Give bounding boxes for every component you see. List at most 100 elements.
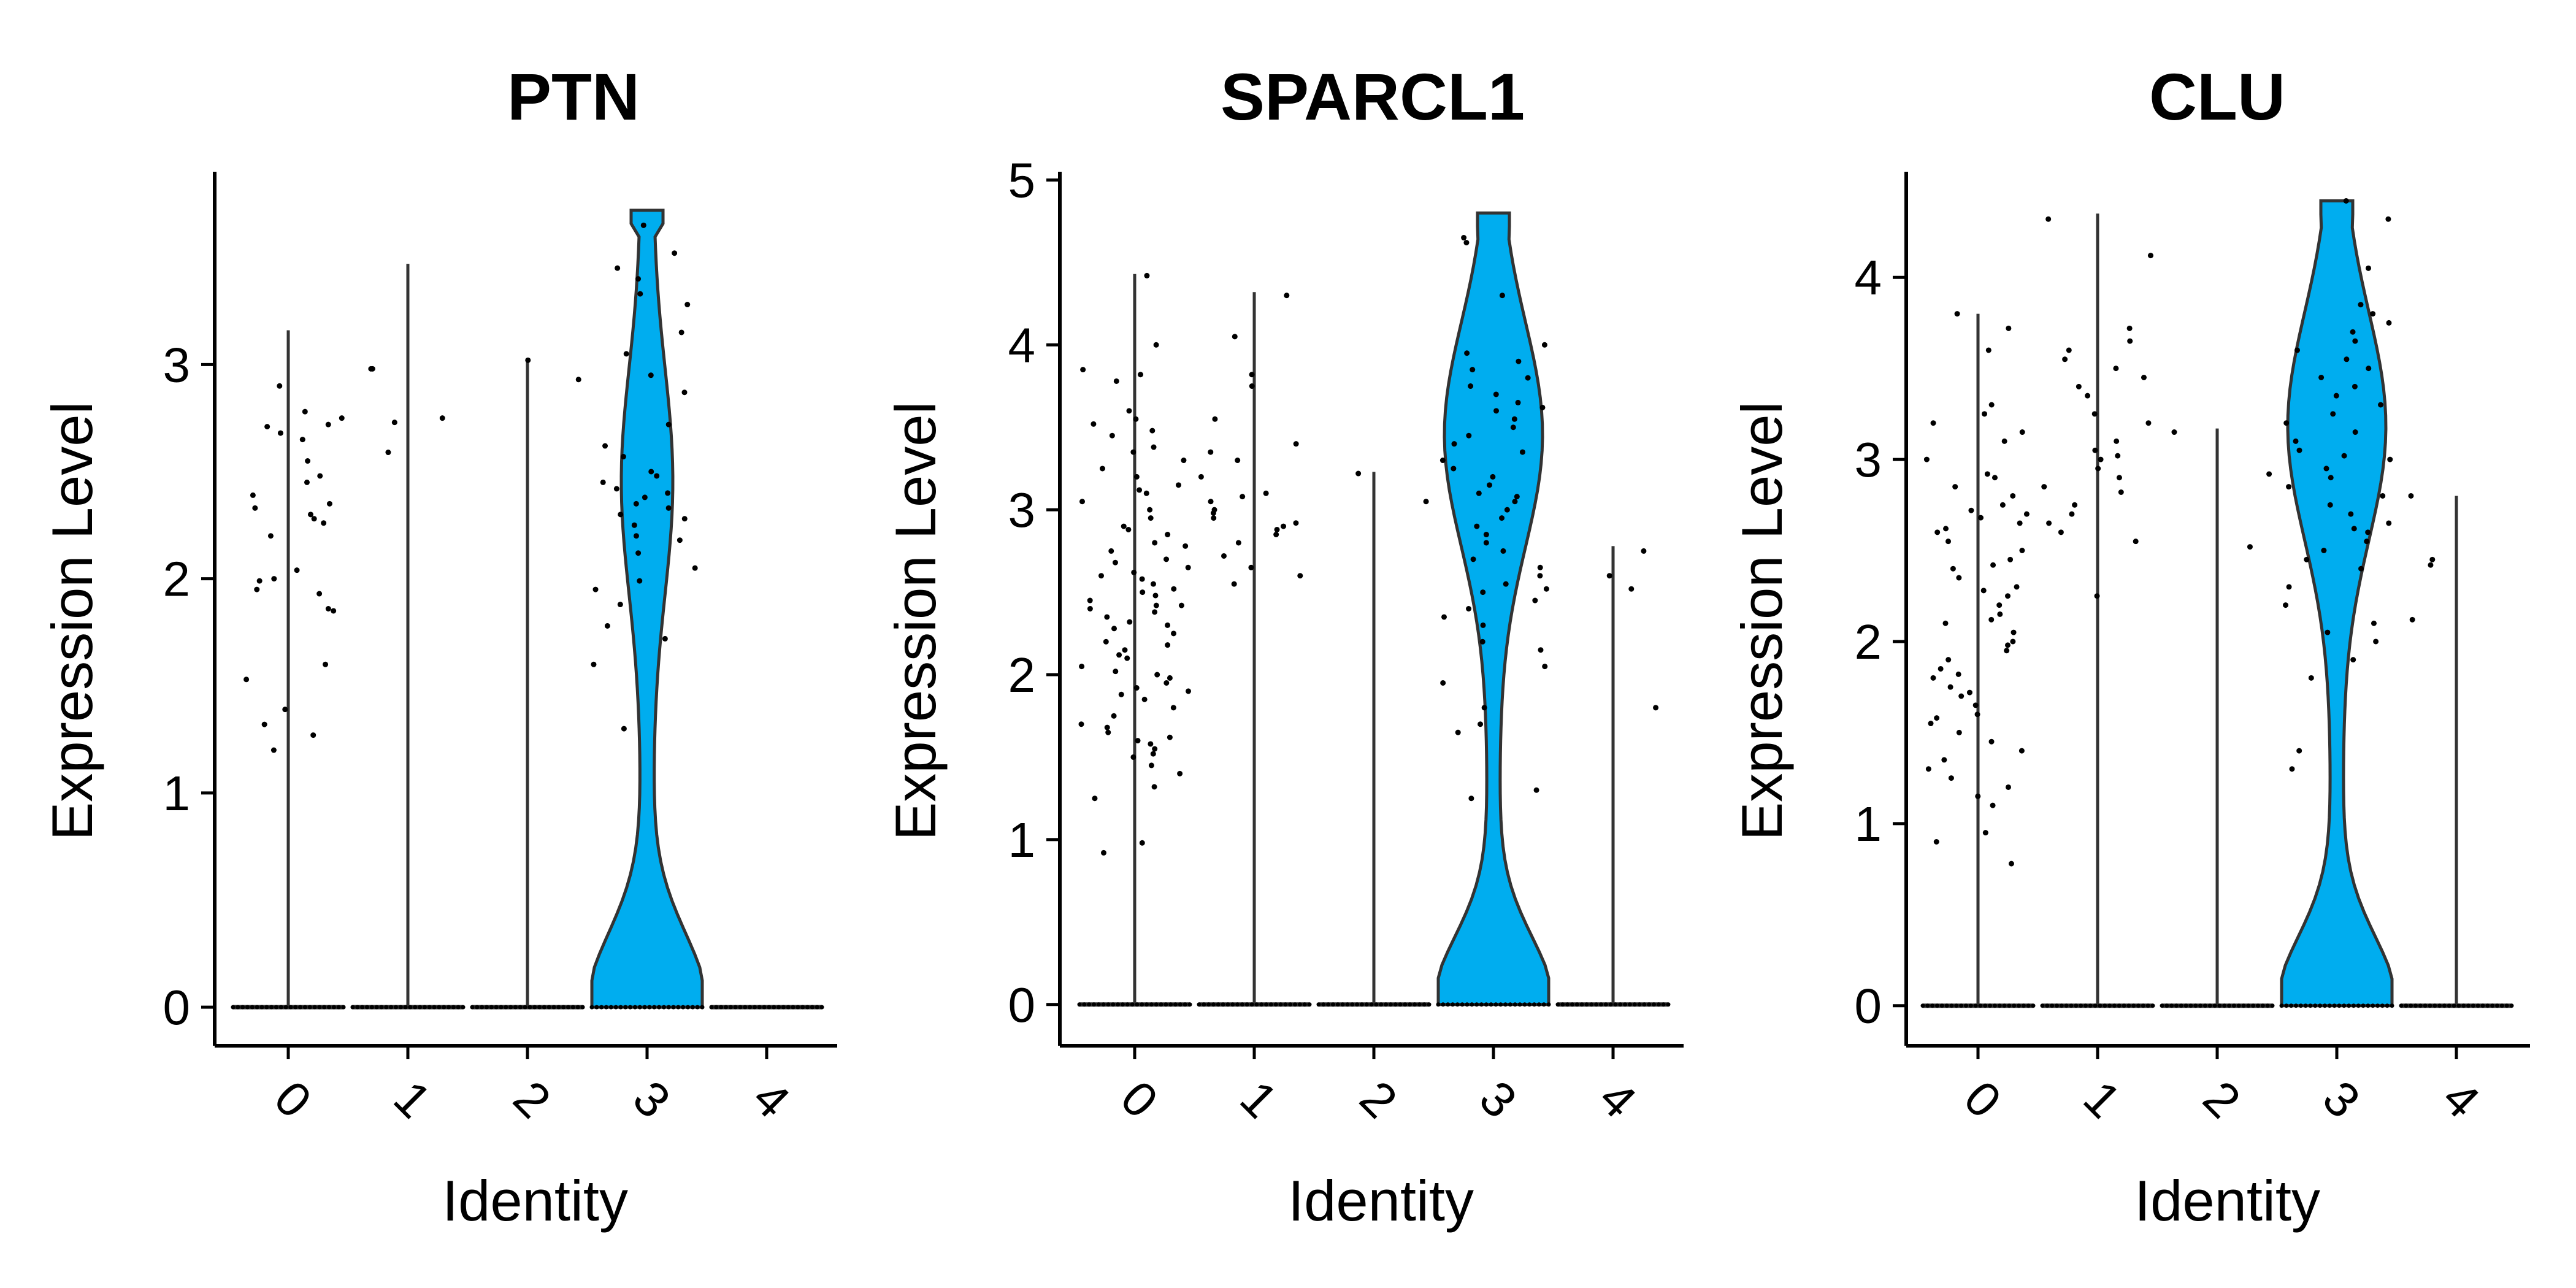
data-point (389, 1005, 394, 1010)
data-point (805, 1005, 810, 1010)
data-point (256, 578, 263, 584)
data-point (2350, 657, 2356, 663)
data-point (1079, 664, 1085, 670)
data-point (1087, 606, 1093, 611)
data-point (254, 586, 260, 592)
data-point (2366, 265, 2372, 271)
y-tick-label: 1 (1008, 813, 1036, 867)
data-point (1480, 589, 1486, 596)
data-point (1388, 1002, 1393, 1007)
data-point (2062, 356, 2068, 362)
data-point (302, 408, 308, 415)
data-point (2437, 1003, 2442, 1008)
data-point (1947, 684, 1953, 690)
data-point (1326, 1002, 1331, 1007)
data-point (2222, 1003, 2227, 1008)
data-point (1159, 1002, 1163, 1007)
data-point (700, 1005, 705, 1010)
data-point (2231, 1003, 2236, 1008)
data-point (1504, 507, 1510, 513)
data-point (1486, 482, 1492, 488)
data-point (1493, 391, 1499, 397)
data-point (1483, 532, 1489, 538)
data-point (618, 512, 624, 518)
data-point (1133, 416, 1139, 422)
data-point (2284, 1003, 2289, 1008)
data-point (2332, 1003, 2337, 1008)
data-point (1996, 602, 2003, 608)
data-point (1955, 671, 1961, 677)
data-point (2006, 325, 2012, 331)
data-point (1490, 473, 1496, 480)
data-point (2461, 1003, 2466, 1008)
data-point (2012, 1003, 2017, 1008)
data-point (709, 1005, 714, 1010)
data-point (1139, 840, 1145, 846)
data-point (604, 623, 610, 629)
data-point (542, 1005, 546, 1010)
data-point (570, 1005, 575, 1010)
data-point (1525, 375, 1531, 381)
data-point (723, 1005, 728, 1010)
data-point (504, 1005, 508, 1010)
data-point (1176, 482, 1182, 488)
data-point (1538, 647, 1544, 653)
data-point (1481, 705, 1487, 711)
x-tick-label: 0 (1110, 1070, 1168, 1128)
data-point (302, 1005, 307, 1010)
data-point (1413, 1002, 1417, 1007)
data-point (282, 707, 288, 713)
data-point (2145, 1003, 2150, 1008)
data-point (1138, 372, 1144, 378)
data-point (1167, 675, 1173, 681)
data-point (1641, 548, 1647, 554)
data-point (1340, 1002, 1345, 1007)
data-point (1092, 795, 1098, 802)
data-point (403, 1005, 408, 1010)
data-point (1982, 830, 1988, 836)
data-point (1945, 657, 1952, 663)
data-point (1113, 378, 1119, 384)
data-point (738, 1005, 743, 1010)
data-point (243, 677, 250, 683)
data-point (1925, 766, 1931, 772)
data-point (692, 565, 698, 571)
data-point (2351, 1003, 2356, 1008)
chart-panel-clu: CLU 0 1 2 3 4 Expression Level 0 1 2 3 4 Identity (1730, 59, 2530, 1233)
data-point (1080, 367, 1086, 373)
data-point (2054, 1003, 2059, 1008)
data-point (264, 424, 270, 430)
data-point (1493, 408, 1500, 414)
data-point (1384, 1002, 1389, 1007)
data-point (1451, 466, 1457, 472)
x-tick-label: 0 (264, 1070, 321, 1128)
data-point (2293, 438, 2299, 444)
data-point (752, 1005, 757, 1010)
data-point (1478, 721, 1484, 727)
data-point (1503, 1002, 1508, 1007)
data-point (623, 1005, 628, 1010)
data-point (1968, 1003, 1973, 1008)
data-point (575, 1005, 580, 1010)
data-point (2079, 1003, 2083, 1008)
data-point (2117, 1003, 2122, 1008)
y-tick-label: 4 (1855, 250, 1882, 305)
data-point (1321, 1002, 1326, 1007)
data-point (325, 421, 331, 427)
data-point (1186, 688, 1192, 694)
data-point (255, 1005, 259, 1010)
data-point (1403, 1002, 1408, 1007)
data-point (1470, 1002, 1474, 1007)
x-tick-label: 4 (2432, 1070, 2490, 1128)
data-point (2074, 1003, 2079, 1008)
data-point (1079, 499, 1085, 505)
data-point (1618, 1002, 1623, 1007)
data-point (1171, 631, 1177, 637)
data-point (1152, 540, 1158, 546)
data-point (2217, 1003, 2222, 1008)
data-point (2289, 766, 2295, 772)
data-point (1293, 520, 1299, 526)
data-point (1140, 589, 1146, 596)
data-point (2371, 620, 2377, 626)
data-point (270, 747, 277, 753)
